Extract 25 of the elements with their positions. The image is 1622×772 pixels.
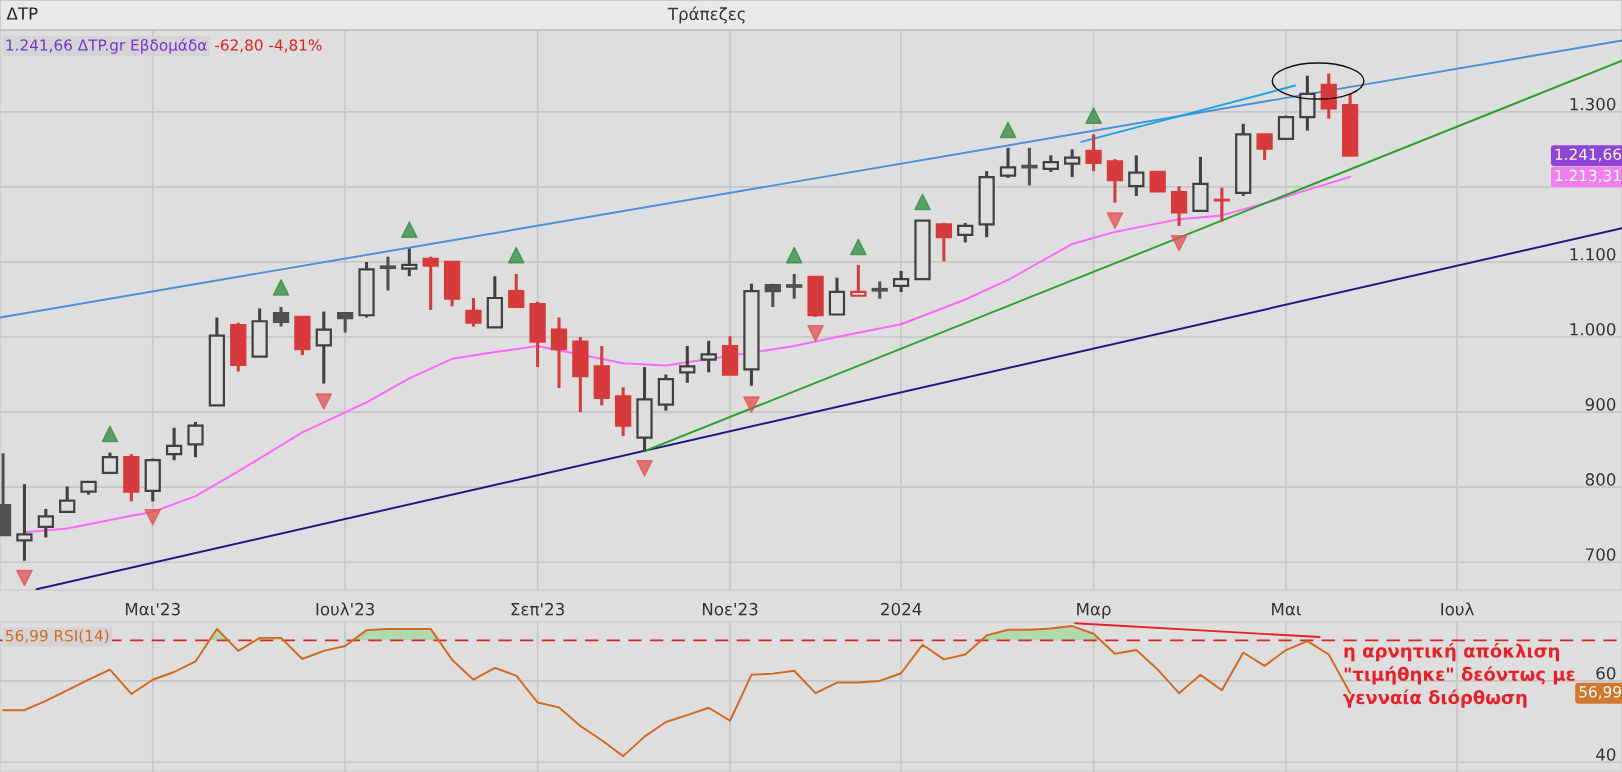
y-tick-label: 800 <box>1585 473 1616 486</box>
x-tick-label: 2024 <box>881 602 922 616</box>
annotation: 56,99 <box>1579 686 1621 700</box>
x-tick-label: Μαι'23 <box>125 602 180 616</box>
annotation: 1.241,66 <box>1555 148 1622 162</box>
y-tick-label: 1.100 <box>1570 247 1616 261</box>
y-tick-label: 700 <box>1586 548 1616 561</box>
y-tick-label: 1.300 <box>1570 97 1616 111</box>
annotation: 1.213,31 <box>1555 169 1621 183</box>
text: ΔTP <box>6 7 38 20</box>
x-tick-label: Ιουλ'23 <box>316 602 375 616</box>
annotation: 56,99 RSI(14) <box>6 629 109 644</box>
x-tick-label: Ιουλ <box>1441 602 1474 616</box>
x-tick-label: Σεπ'23 <box>511 602 564 616</box>
annotation: -62,80 -4,81% <box>215 39 322 53</box>
x-tick-label: Νοε'23 <box>702 602 758 616</box>
annotation: η αρνητική απόκλιση "τιμήθηκε" δεόντως με γενναία διόρθωση <box>1343 643 1575 708</box>
y-tick-label: 40 <box>1596 748 1616 761</box>
y-tick-label: 1.000 <box>1570 322 1616 336</box>
y-tick-label: 60 <box>1596 666 1616 680</box>
chart-title: Τράπεζες <box>667 6 745 24</box>
annotation: 1.241,66 ΔTP.gr Εβδομάδα <box>6 38 207 54</box>
y-tick-label: 900 <box>1585 398 1616 411</box>
x-tick-label: Μαι <box>1272 603 1301 616</box>
x-tick-label: Μαρ <box>1077 603 1111 619</box>
